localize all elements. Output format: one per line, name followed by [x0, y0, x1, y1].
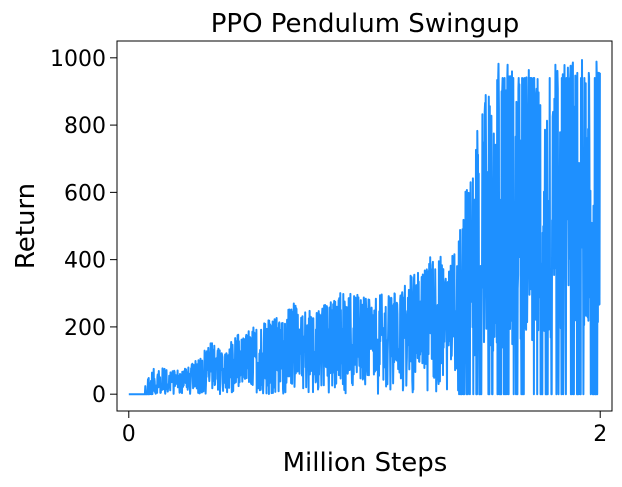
y-tick-label: 0 — [92, 383, 106, 408]
y-axis-title: Return — [11, 183, 41, 269]
chart-title: PPO Pendulum Swingup — [211, 9, 520, 39]
series-layer — [128, 59, 601, 396]
y-tick-label: 400 — [64, 249, 106, 274]
axes-layer: 0 200 400 600 800 1000 0 2 — [50, 40, 613, 447]
y-tick-label: 600 — [64, 181, 106, 206]
y-tick-label: 800 — [64, 114, 106, 139]
series-line — [128, 59, 601, 396]
x-tick-label: 0 — [122, 422, 136, 447]
y-tick-label: 200 — [64, 316, 106, 341]
x-axis-title: Million Steps — [283, 448, 448, 478]
x-tick-label: 2 — [593, 422, 607, 447]
axes-frame — [116, 40, 613, 412]
y-tick-label: 1000 — [50, 47, 106, 72]
